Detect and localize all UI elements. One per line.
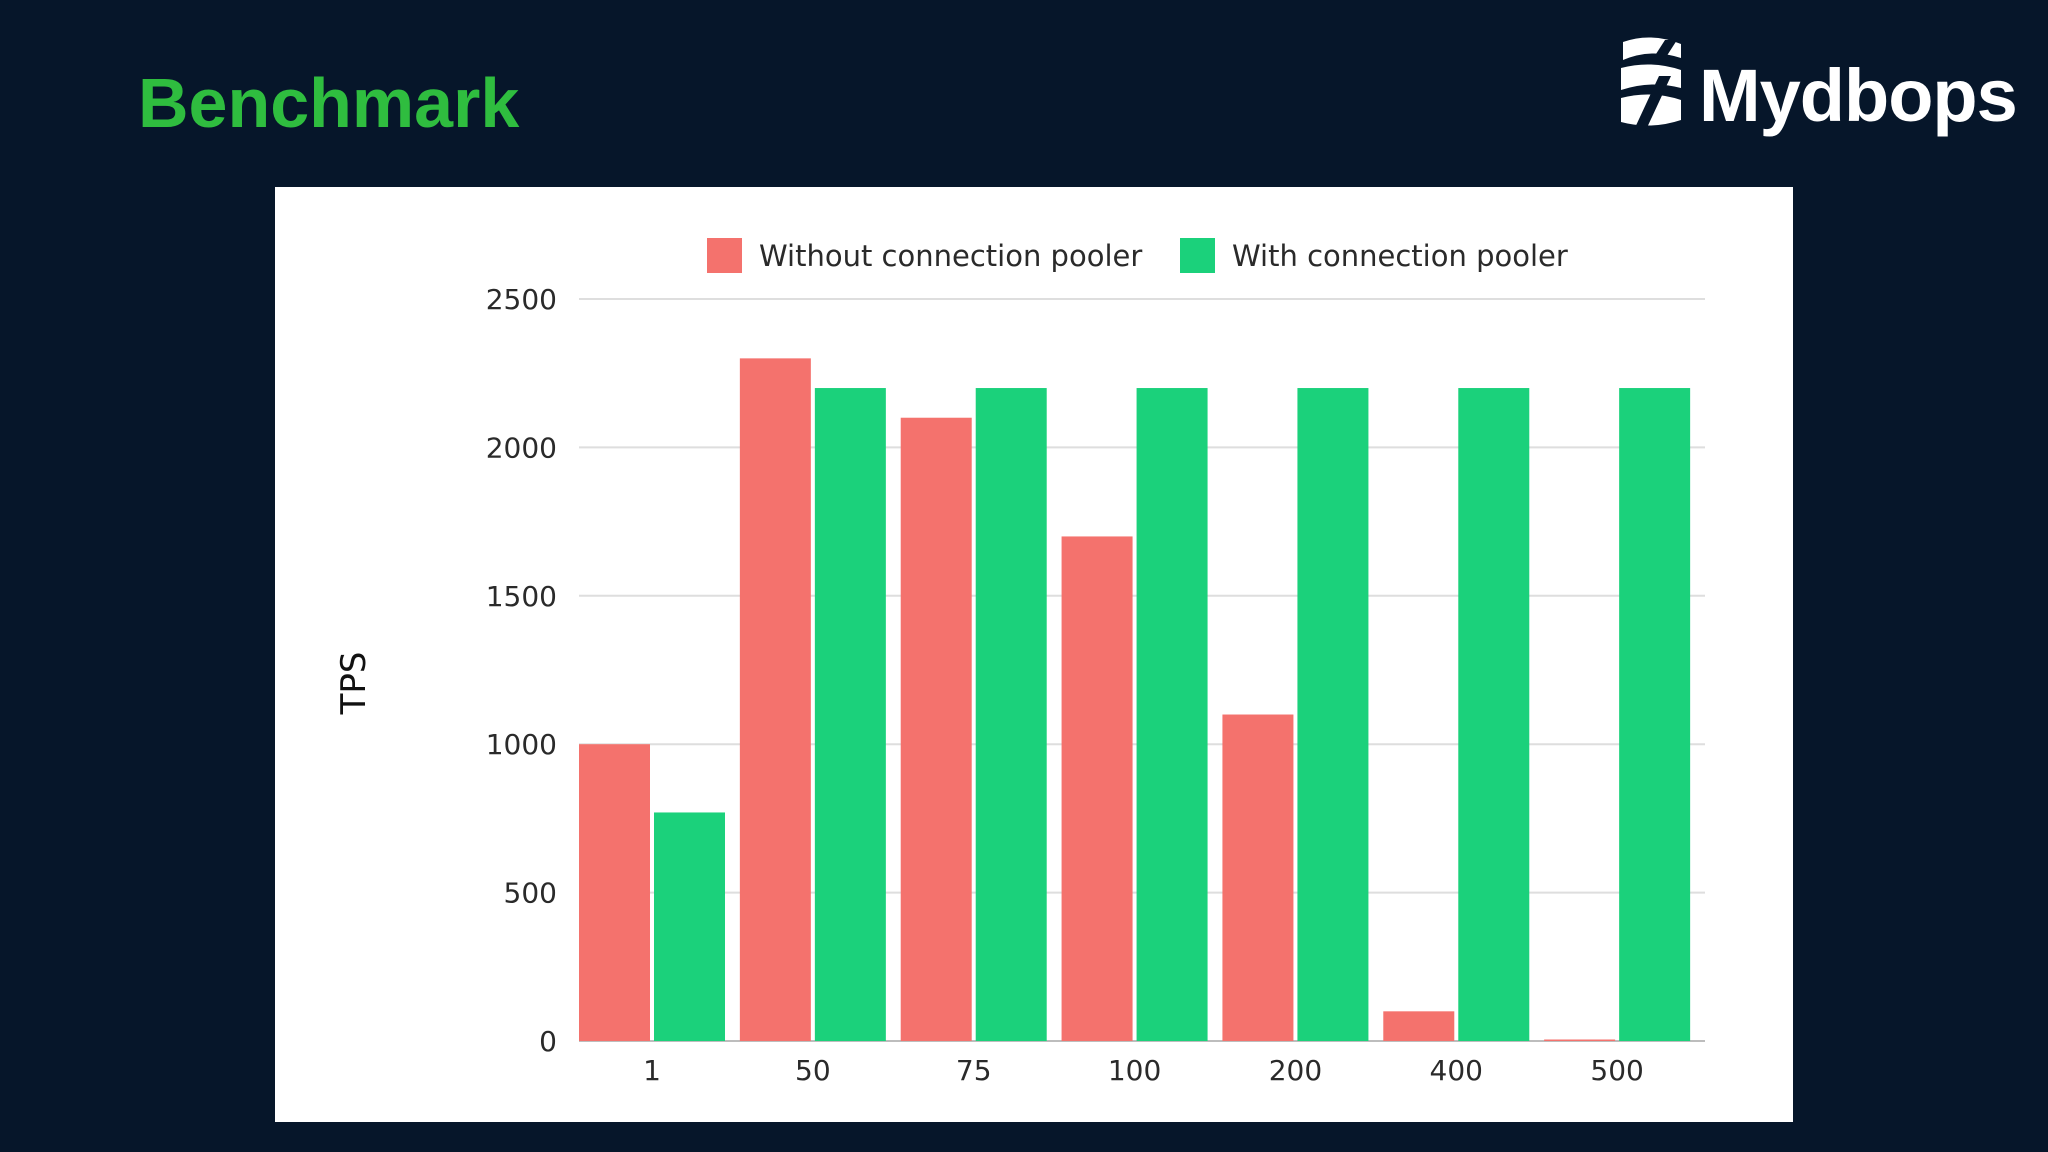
x-tick-label: 50 <box>795 1054 831 1087</box>
bar-with-pooler-50 <box>814 388 886 1041</box>
chart-card: 0 500 1000 1500 2000 2500 1 50 75 100 200 400 500 W… <box>275 187 1793 1122</box>
legend-label: With connection pooler <box>1232 239 1568 273</box>
chart-bars <box>579 358 1691 1042</box>
x-tick-label: 100 <box>1108 1054 1161 1087</box>
bar-without-pooler-200 <box>1222 714 1294 1041</box>
y-tick-label: 2500 <box>486 283 557 316</box>
bar-without-pooler-100 <box>1061 536 1133 1041</box>
y-axis-tick-labels: 0 500 1000 1500 2000 2500 <box>486 283 557 1058</box>
y-axis-title: TPS <box>334 652 374 716</box>
y-tick-label: 2000 <box>486 431 557 464</box>
x-tick-label: 1 <box>643 1054 661 1087</box>
x-tick-label: 200 <box>1269 1054 1322 1087</box>
bar-with-pooler-1 <box>654 812 725 1041</box>
x-axis-tick-labels: 1 50 75 100 200 400 500 <box>643 1054 1644 1087</box>
mydbops-logo-mark-icon <box>1621 37 1681 132</box>
x-tick-label: 500 <box>1590 1054 1643 1087</box>
bar-without-pooler-500 <box>1544 1039 1616 1041</box>
y-tick-label: 1000 <box>486 728 557 761</box>
legend-label: Without connection pooler <box>759 239 1142 273</box>
bar-without-pooler-75 <box>900 417 972 1042</box>
bar-with-pooler-75 <box>975 388 1047 1041</box>
bar-without-pooler-400 <box>1383 1011 1455 1041</box>
legend-swatch <box>707 238 742 273</box>
logo-text: Mydbops <box>1699 54 2018 137</box>
legend-swatch <box>1180 238 1215 273</box>
y-tick-label: 1500 <box>486 580 557 613</box>
slide-title: Benchmark <box>138 64 520 142</box>
bar-chart: 0 500 1000 1500 2000 2500 1 50 75 100 200 400 500 W… <box>334 238 1705 1087</box>
y-tick-label: 0 <box>539 1025 557 1058</box>
y-tick-label: 500 <box>504 877 557 910</box>
bar-with-pooler-400 <box>1458 388 1530 1041</box>
mydbops-logo: Mydbops <box>1615 36 2018 146</box>
bar-with-pooler-500 <box>1619 388 1691 1041</box>
x-tick-label: 75 <box>956 1054 992 1087</box>
bar-with-pooler-200 <box>1297 388 1369 1041</box>
bar-without-pooler-1 <box>579 744 650 1041</box>
bar-with-pooler-100 <box>1136 388 1208 1041</box>
bar-without-pooler-50 <box>739 358 811 1041</box>
chart-legend: Without connection pooler With connection… <box>707 238 1568 273</box>
x-tick-label: 400 <box>1430 1054 1483 1087</box>
